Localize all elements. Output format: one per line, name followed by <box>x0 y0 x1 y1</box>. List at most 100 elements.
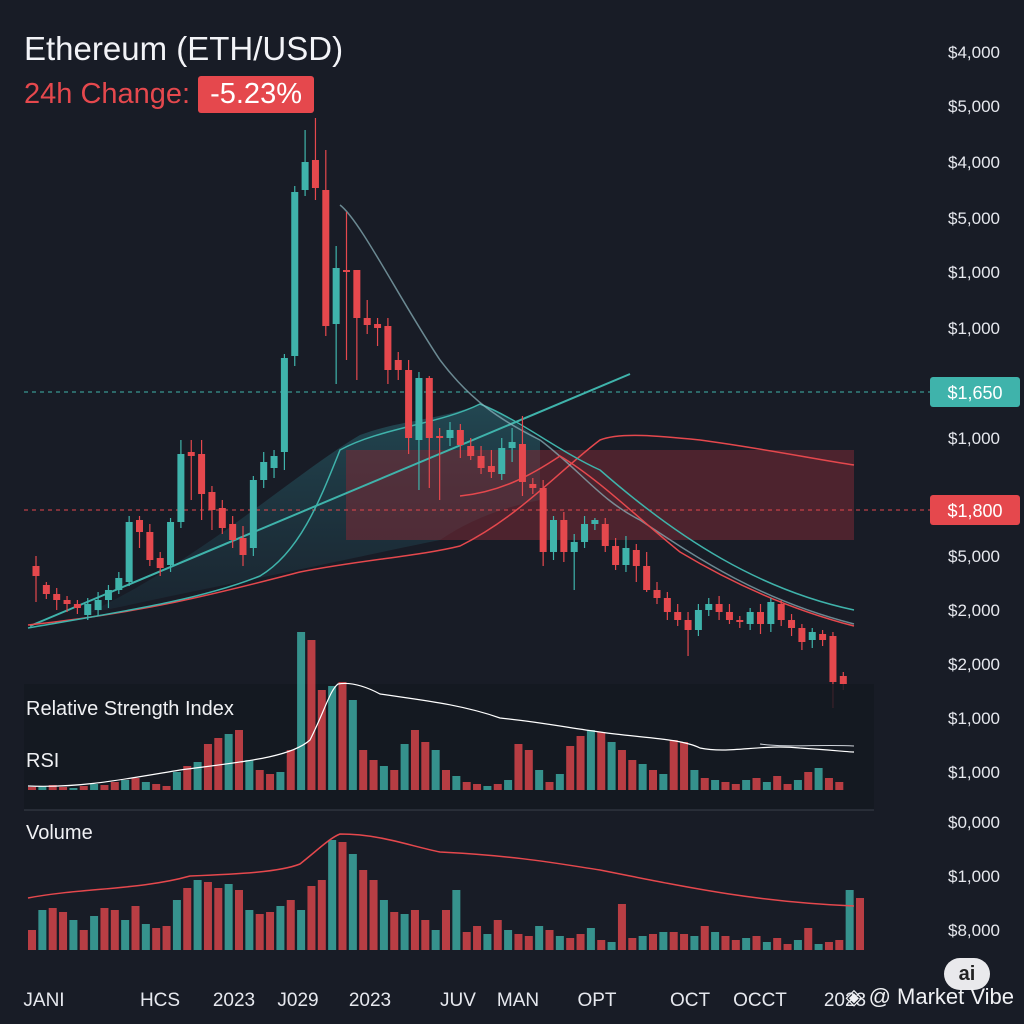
rsi-volume-bars <box>28 632 844 790</box>
candle <box>363 300 371 334</box>
candle-body <box>694 610 702 630</box>
rsi-bar <box>276 772 285 790</box>
candle <box>415 372 423 490</box>
rsi-bar <box>328 686 337 790</box>
volume-bar <box>245 910 254 950</box>
candle <box>280 354 288 470</box>
rsi-bar <box>576 736 585 790</box>
candle-body <box>353 270 361 318</box>
candle-body <box>198 454 206 494</box>
candle-body <box>332 268 340 324</box>
rsi-bar <box>835 782 844 790</box>
candle-body <box>487 466 495 472</box>
candle <box>612 538 620 570</box>
candle-body <box>425 378 433 438</box>
y-axis-tick-label: $2,000 <box>948 601 1000 620</box>
candle-body <box>280 358 288 452</box>
candle <box>270 450 278 478</box>
candle-body <box>343 270 350 272</box>
rsi-bar <box>317 690 326 790</box>
rsi-bar <box>680 742 689 790</box>
candle-body <box>653 590 661 598</box>
candle <box>736 616 744 628</box>
price-marker-badge <box>930 495 1020 525</box>
rsi-line-secondary <box>759 743 855 747</box>
volume-bar <box>814 944 823 950</box>
y-axis-tick-label: $1,000 <box>948 763 1000 782</box>
candle <box>84 598 92 620</box>
candle-body <box>550 520 557 552</box>
rsi-bar <box>48 785 57 790</box>
rsi-bar <box>410 730 419 790</box>
volume-bar <box>793 940 802 950</box>
volume-bars <box>28 840 864 950</box>
rsi-bar <box>773 776 782 790</box>
candle <box>529 478 537 494</box>
candle <box>260 452 268 488</box>
volume-bar <box>48 908 57 950</box>
candle <box>63 596 71 612</box>
candle <box>322 150 330 336</box>
volume-bar <box>28 930 36 950</box>
candle-body <box>829 636 837 682</box>
x-axis-tick-label: JANI <box>23 990 64 1011</box>
rsi-bar <box>121 780 130 790</box>
candle <box>198 440 206 520</box>
rsi-bar <box>421 742 430 790</box>
volume-bar <box>700 926 709 950</box>
volume-bar <box>266 912 275 950</box>
rsi-bar <box>28 787 36 790</box>
volume-bar <box>38 910 47 950</box>
volume-bar <box>172 900 181 950</box>
rsi-bar <box>649 770 657 790</box>
price-marker-badge <box>930 377 1020 407</box>
volume-bar <box>545 930 554 950</box>
change-badge: -5.23% <box>198 76 314 113</box>
y-axis-tick-label: $5,000 <box>948 97 1000 116</box>
candle <box>187 440 195 500</box>
candle-body <box>125 522 133 582</box>
volume-bar <box>483 934 492 950</box>
candle-body <box>104 590 112 600</box>
volume-bar <box>276 906 285 950</box>
rsi-bar <box>700 778 709 790</box>
rsi-bar <box>359 750 368 790</box>
rsi-bar <box>535 770 544 790</box>
rsi-bar <box>69 788 78 790</box>
y-axis-tick-label: $5,000 <box>948 209 1000 228</box>
candle <box>798 624 806 650</box>
rsi-bar <box>555 774 564 790</box>
x-axis-tick-label: 2023 <box>824 990 866 1011</box>
candles-layer <box>32 118 847 708</box>
candle-body <box>229 524 237 540</box>
candle <box>425 376 433 488</box>
candle-body <box>394 360 402 370</box>
rsi-bar <box>224 734 233 790</box>
candle-body <box>581 524 589 542</box>
volume-bar <box>856 898 864 950</box>
candle <box>518 416 526 496</box>
candle <box>456 424 464 458</box>
candle <box>767 598 775 632</box>
candle <box>394 352 402 380</box>
rsi-bar <box>431 750 440 790</box>
candle-body <box>208 492 216 510</box>
candle-body <box>725 612 733 620</box>
volume-bar <box>131 906 140 950</box>
volume-bar <box>690 936 699 950</box>
candle-body <box>136 520 143 532</box>
rsi-bar <box>297 632 306 790</box>
ma-slow-line <box>27 434 855 626</box>
candle <box>653 582 661 604</box>
ai-badge[interactable]: ai <box>944 958 990 990</box>
candle-body <box>146 532 154 560</box>
candle <box>550 516 557 560</box>
rsi-bar <box>462 782 471 790</box>
candle-body <box>270 456 278 468</box>
volume-bar <box>317 880 326 950</box>
candle-body <box>405 370 413 438</box>
candle <box>477 446 485 474</box>
candle <box>104 585 112 608</box>
volume-bar <box>524 936 533 950</box>
y-axis-tick-label: $1,000 <box>948 429 1000 448</box>
